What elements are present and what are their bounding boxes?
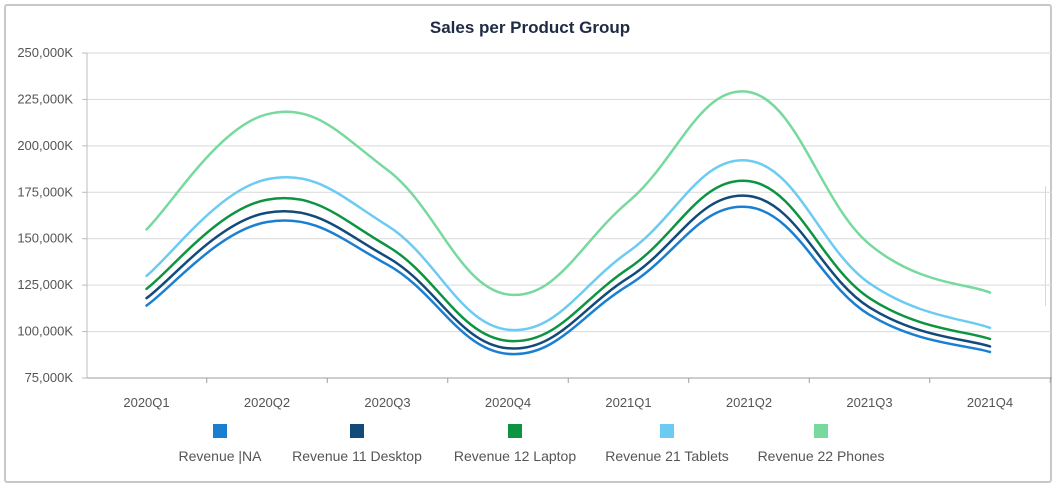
x-tick-label: 2020Q3 bbox=[364, 395, 410, 410]
x-tick-label: 2020Q4 bbox=[485, 395, 531, 410]
y-tick-label: 175,000K bbox=[17, 184, 73, 199]
series-line-revenue-na bbox=[145, 205, 992, 356]
x-tick-label: 2021Q2 bbox=[726, 395, 772, 410]
x-tick-label: 2021Q3 bbox=[846, 395, 892, 410]
series-line-revenue-11-desktop bbox=[145, 194, 992, 350]
frame-edge-marker bbox=[1045, 186, 1050, 306]
series-line-revenue-12-laptop bbox=[145, 179, 992, 343]
series-line-revenue-22-phones bbox=[145, 90, 992, 297]
x-tick-label: 2021Q1 bbox=[605, 395, 651, 410]
x-tick-label: 2020Q2 bbox=[244, 395, 290, 410]
series-line-revenue-21-tablets bbox=[145, 159, 992, 332]
legend-swatch bbox=[814, 424, 828, 438]
y-tick-label: 125,000K bbox=[17, 277, 73, 292]
legend-label: Revenue 22 Phones bbox=[758, 448, 885, 464]
legend-swatch bbox=[660, 424, 674, 438]
y-tick-label: 100,000K bbox=[17, 324, 73, 339]
y-tick-label: 150,000K bbox=[17, 231, 73, 246]
legend-label: Revenue 11 Desktop bbox=[292, 448, 422, 464]
legend-swatch bbox=[213, 424, 227, 438]
chart-title: Sales per Product Group bbox=[430, 18, 630, 37]
x-tick-label: 2021Q4 bbox=[967, 395, 1013, 410]
y-tick-label: 75,000K bbox=[25, 370, 74, 385]
y-tick-label: 225,000K bbox=[17, 91, 73, 106]
y-tick-label: 200,000K bbox=[17, 138, 73, 153]
legend-label: Revenue |NA bbox=[178, 448, 262, 464]
legend-swatch bbox=[508, 424, 522, 438]
y-tick-label: 250,000K bbox=[17, 45, 73, 60]
legend-label: Revenue 12 Laptop bbox=[454, 448, 576, 464]
x-tick-label: 2020Q1 bbox=[123, 395, 169, 410]
legend-swatch bbox=[350, 424, 364, 438]
legend-label: Revenue 21 Tablets bbox=[605, 448, 729, 464]
